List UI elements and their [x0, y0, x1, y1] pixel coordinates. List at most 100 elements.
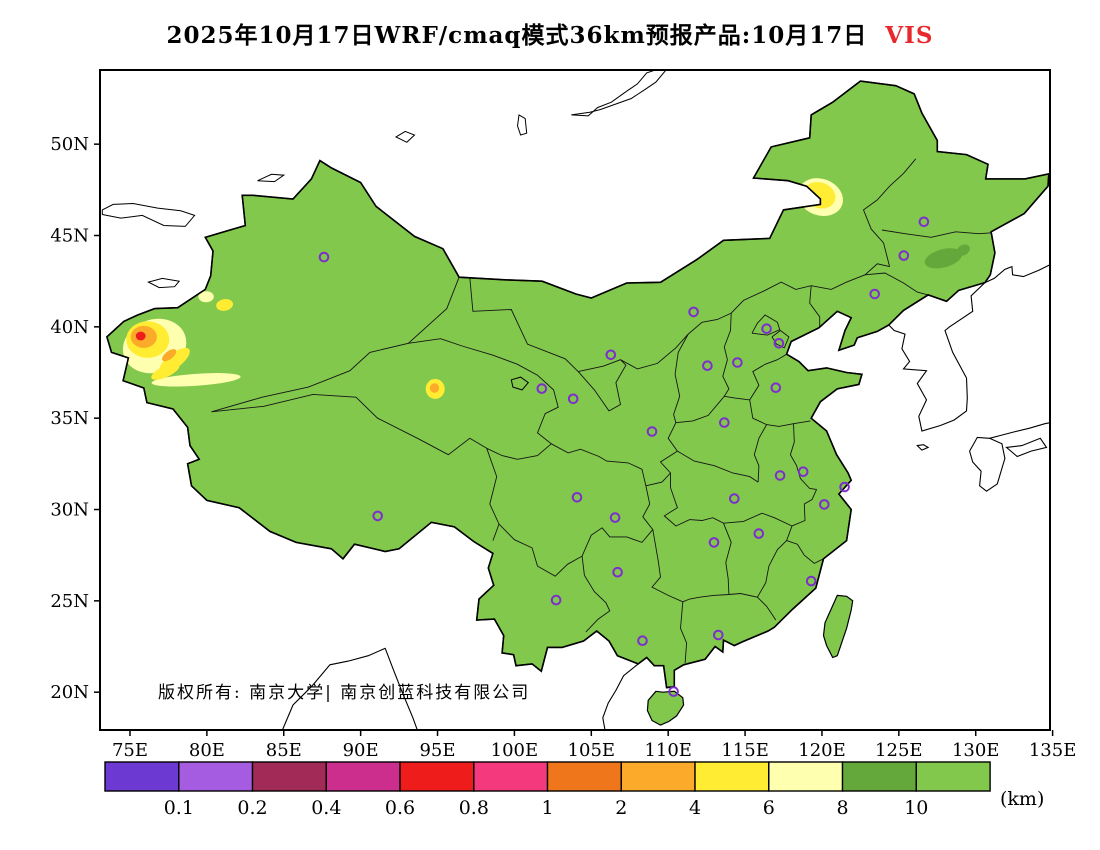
city-marker — [805, 575, 817, 587]
province-border-line — [789, 423, 817, 490]
x-tick-label: 115E — [721, 740, 769, 761]
y-tick-label: 50N — [50, 134, 89, 155]
low-visibility-patch — [162, 349, 177, 362]
city-marker — [719, 417, 730, 428]
x-tick-label: 80E — [189, 740, 225, 761]
low-visibility-patch — [924, 248, 963, 269]
province-border-line — [577, 359, 627, 412]
city-markers — [318, 216, 930, 697]
low-visibility-patch — [216, 299, 234, 311]
x-tick-label: 90E — [343, 740, 379, 761]
lake-outline — [516, 114, 528, 136]
colorbar-cell — [178, 761, 254, 792]
y-tick-label: 25N — [50, 591, 89, 612]
y-tick-label: 45N — [50, 226, 89, 247]
province-border-line — [673, 333, 689, 423]
city-marker — [729, 493, 740, 504]
city-marker — [753, 528, 765, 539]
title-text: 2025年10月17日WRF/cmaq模式36km预报产品:10月17日 — [166, 22, 868, 49]
province-border-line — [680, 601, 688, 664]
x-tick-label: 120E — [798, 740, 846, 761]
province-border-line — [469, 277, 579, 372]
hainan-island — [646, 690, 685, 726]
x-tick-label: 100E — [491, 740, 539, 761]
low-visibility-patch — [429, 383, 440, 393]
axes: 75E 80E 85E 90E 95E 100E 105E 110E 115E 120E 125E 1… — [50, 69, 1077, 761]
province-border-line — [881, 229, 992, 238]
colorbar: 0.1 0.2 0.4 0.6 0.8 1 2 4 6 8 10 (km) — [104, 761, 1044, 819]
island-outline — [969, 436, 1006, 492]
lake-outline — [147, 277, 181, 289]
province-border-line — [663, 473, 793, 527]
city-marker — [839, 481, 850, 493]
colorbar-label: 6 — [763, 797, 775, 819]
province-border-line — [749, 399, 811, 427]
y-tick-label: 20N — [50, 682, 89, 703]
colorbar-cell — [325, 761, 401, 792]
colorbar-cell — [841, 761, 918, 792]
province-border-line — [211, 277, 460, 413]
colorbar-cell — [694, 761, 770, 792]
city-marker — [605, 349, 617, 361]
x-tick-label: 110E — [644, 740, 692, 761]
city-marker — [550, 594, 562, 606]
city-marker — [571, 492, 583, 503]
province-border-line — [723, 523, 732, 595]
colorbar-cell — [399, 761, 475, 792]
city-marker — [761, 323, 772, 335]
low-visibility-patch — [956, 244, 970, 256]
lake-outline — [510, 376, 530, 391]
colorbar-unit: (km) — [1000, 788, 1044, 810]
x-tick-label: 130E — [952, 740, 1000, 761]
province-border-line — [771, 329, 790, 349]
city-marker — [713, 629, 724, 641]
city-marker — [773, 338, 785, 349]
city-marker — [536, 383, 548, 394]
china-mainland — [106, 80, 1050, 689]
title-variable-label: VIS — [885, 22, 934, 49]
city-marker — [797, 466, 809, 478]
city-marker — [774, 470, 786, 481]
province-border-line — [809, 285, 821, 328]
lake-outline — [394, 130, 416, 143]
city-marker — [702, 360, 713, 372]
lake-outline — [571, 70, 667, 117]
province-border-line — [408, 338, 559, 460]
city-marker — [708, 537, 720, 548]
coastline — [984, 264, 1050, 284]
national-border — [105, 80, 1050, 689]
province-border-line — [786, 489, 824, 564]
province-borders — [211, 158, 992, 664]
province-border-line — [757, 540, 787, 598]
city-marker — [770, 382, 782, 394]
y-tick-label: 30N — [50, 500, 89, 521]
city-marker — [819, 499, 830, 510]
colorbar-cell — [546, 761, 623, 792]
province-border-line — [591, 485, 654, 543]
city-marker — [918, 216, 930, 228]
province-border-line — [498, 523, 592, 577]
copyright-text: 版权所有: 南京大学| 南京创蓝科技有限公司 — [158, 683, 531, 703]
x-tick-label: 125E — [875, 740, 923, 761]
province-border-line — [675, 396, 725, 424]
colorbar-label: 1 — [541, 797, 553, 819]
taiwan-island — [822, 594, 854, 659]
low-visibility-patch — [151, 363, 180, 380]
province-border-line — [677, 450, 759, 483]
province-border-line — [864, 272, 929, 296]
province-border-line — [651, 529, 683, 603]
city-marker — [609, 512, 621, 523]
visibility-patches — [122, 178, 970, 399]
province-border-line — [722, 313, 732, 397]
city-marker — [372, 510, 384, 522]
coastline — [281, 647, 418, 730]
island-outline — [1005, 437, 1048, 458]
colorbar-label: 4 — [689, 797, 701, 819]
island-outline — [916, 444, 930, 451]
lake-outline — [101, 202, 196, 227]
province-border-line — [211, 393, 487, 456]
x-tick-label: 135E — [1029, 740, 1077, 761]
colorbar-label: 0.6 — [385, 797, 415, 819]
colorbar-label: 0.8 — [459, 797, 489, 819]
